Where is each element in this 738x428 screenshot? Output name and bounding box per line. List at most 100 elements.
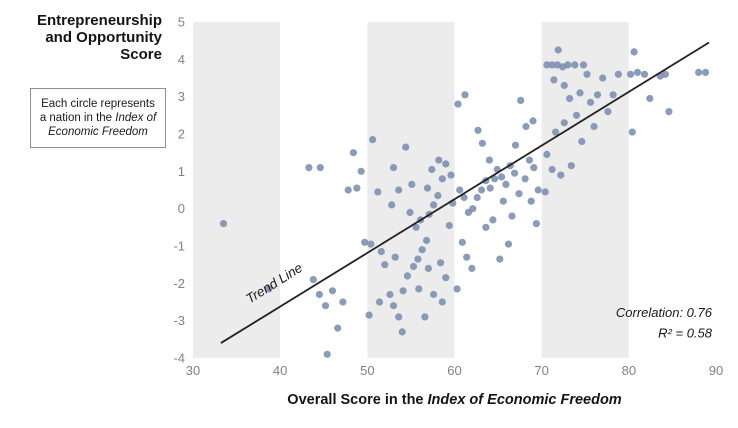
scatter-point bbox=[504, 240, 513, 248]
x-tick-label: 50 bbox=[360, 363, 374, 378]
scatter-point bbox=[305, 164, 313, 172]
scatter-point bbox=[511, 141, 520, 149]
scatter-point bbox=[566, 94, 574, 103]
scatter-point bbox=[456, 186, 464, 194]
scatter-point bbox=[590, 122, 598, 131]
scatter-point bbox=[640, 70, 649, 78]
scatter-point bbox=[339, 298, 347, 306]
scatter-point bbox=[527, 197, 535, 205]
scatter-point bbox=[403, 272, 411, 280]
scatter-point bbox=[571, 61, 579, 69]
scatter-point bbox=[447, 171, 455, 179]
scatter-point bbox=[502, 180, 510, 188]
scatter-point bbox=[469, 205, 477, 213]
scatter-point bbox=[438, 298, 446, 306]
scatter-point bbox=[428, 165, 436, 174]
scatter-point bbox=[604, 108, 612, 116]
scatter-point bbox=[499, 197, 507, 205]
scatter-point bbox=[399, 287, 407, 295]
scatter-point bbox=[557, 171, 565, 179]
scatter-point bbox=[361, 238, 369, 246]
x-tick-label: 80 bbox=[622, 363, 636, 378]
scatter-point bbox=[478, 139, 486, 147]
scatter-point bbox=[560, 81, 568, 90]
scatter-point bbox=[365, 311, 373, 319]
legend-note-text: Each circle represents a nation in the bbox=[39, 98, 155, 124]
scatter-point bbox=[421, 313, 429, 321]
scatter-point bbox=[389, 164, 398, 172]
scatter-point bbox=[423, 236, 431, 244]
scatter-point bbox=[442, 160, 450, 168]
scatter-point bbox=[323, 350, 331, 358]
scatter-point bbox=[525, 156, 534, 164]
scatter-point bbox=[579, 61, 588, 69]
scatter-point bbox=[522, 122, 530, 131]
scatter-point bbox=[593, 91, 602, 99]
scatter-point bbox=[701, 68, 710, 76]
x-tick-label: 30 bbox=[186, 363, 200, 378]
scatter-point bbox=[328, 287, 337, 295]
scatter-point bbox=[442, 274, 450, 282]
r-squared-annotation: R² = 0.58 bbox=[658, 325, 713, 340]
scatter-point bbox=[460, 193, 468, 202]
scatter-point bbox=[491, 175, 499, 183]
x-axis-title: Overall Score in the Index of Economic F… bbox=[193, 392, 716, 408]
scatter-point bbox=[496, 255, 504, 263]
y-tick-label: -3 bbox=[173, 313, 185, 328]
trend-line bbox=[220, 41, 710, 344]
x-tick-label: 70 bbox=[534, 363, 548, 378]
scatter-point bbox=[349, 149, 357, 157]
scatter-point bbox=[424, 264, 432, 272]
x-tick-label: 40 bbox=[273, 363, 287, 378]
scatter-point bbox=[369, 136, 377, 144]
scatter-point bbox=[646, 94, 654, 103]
scatter-point bbox=[265, 285, 273, 293]
y-tick-label: 5 bbox=[178, 15, 185, 30]
scatter-point bbox=[375, 298, 384, 306]
scatter-point bbox=[665, 108, 673, 116]
scatter-point bbox=[367, 240, 375, 248]
plot-stripe-band bbox=[193, 22, 281, 358]
scatter-point bbox=[482, 223, 490, 231]
scatter-point bbox=[381, 261, 389, 269]
correlation-annotation: Correlation: 0.76 bbox=[616, 305, 713, 320]
scatter-point bbox=[489, 216, 497, 224]
scatter-point bbox=[628, 128, 636, 136]
scatter-point bbox=[219, 220, 228, 228]
scatter-point bbox=[386, 290, 394, 299]
scatter-point bbox=[541, 188, 549, 196]
scatter-point bbox=[391, 253, 399, 261]
scatter-point bbox=[695, 68, 703, 76]
scatter-point bbox=[661, 70, 670, 78]
scatter-point bbox=[395, 186, 403, 194]
scatter-point bbox=[445, 221, 453, 230]
scatter-point bbox=[316, 164, 324, 172]
scatter-point bbox=[630, 48, 638, 56]
scatter-point bbox=[473, 193, 481, 202]
y-tick-label: 3 bbox=[178, 89, 185, 104]
scatter-point bbox=[388, 201, 396, 209]
scatter-point bbox=[353, 184, 361, 192]
y-tick-label: -1 bbox=[173, 239, 185, 254]
scatter-point bbox=[477, 186, 486, 194]
scatter-point bbox=[532, 220, 541, 228]
scatter-point bbox=[583, 70, 591, 78]
scatter-point bbox=[498, 173, 506, 181]
scatter-point bbox=[406, 208, 414, 216]
scatter-point bbox=[550, 76, 558, 84]
scatter-point bbox=[315, 290, 323, 299]
scatter-point bbox=[543, 150, 551, 159]
scatter-point bbox=[414, 255, 422, 263]
scatter-point bbox=[438, 175, 446, 183]
scatter-point bbox=[435, 156, 443, 164]
scatter-point bbox=[474, 126, 482, 134]
scatter-point bbox=[453, 285, 461, 293]
legend-note-box: Each circle represents a nation in the I… bbox=[30, 88, 166, 148]
scatter-point bbox=[395, 313, 403, 321]
scatter-point bbox=[548, 165, 556, 174]
scatter-point bbox=[564, 61, 572, 69]
scatter-point bbox=[633, 68, 642, 76]
scatter-point bbox=[560, 119, 568, 127]
scatter-point bbox=[377, 248, 385, 256]
